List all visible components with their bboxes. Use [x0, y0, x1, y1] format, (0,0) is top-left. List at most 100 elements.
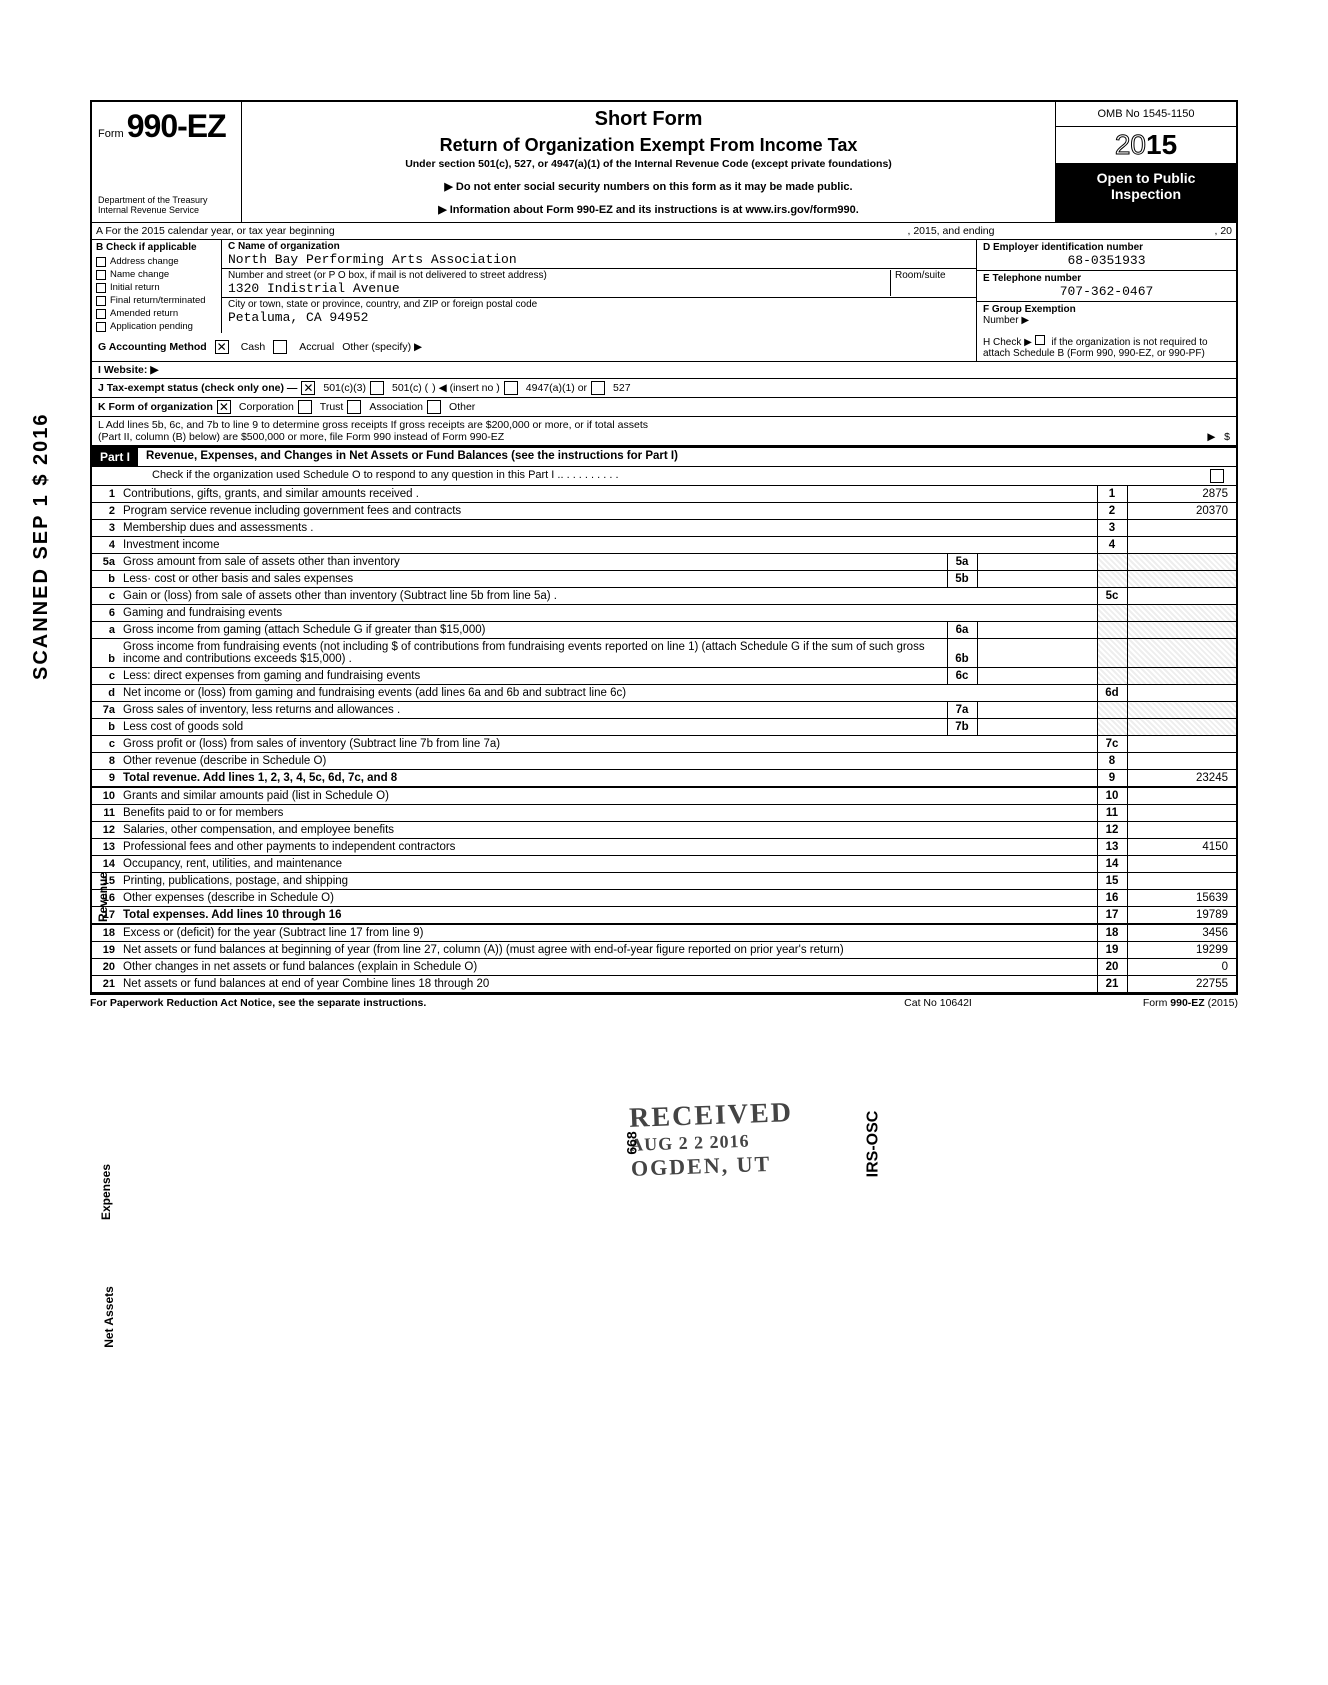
- header-right: OMB No 1545-1150 2015 Open to Public Ins…: [1056, 102, 1236, 222]
- right-line-value: [1127, 554, 1237, 571]
- checkbox-icon[interactable]: [96, 257, 106, 267]
- table-row: 6Gaming and fundraising events: [91, 605, 1237, 622]
- right-line-number: 1: [1097, 486, 1127, 503]
- line-description: Excess or (deficit) for the year (Subtra…: [119, 924, 1097, 942]
- dots: . . . . . . . . . .: [560, 469, 1210, 483]
- table-row: 15Printing, publications, postage, and s…: [91, 873, 1237, 890]
- line-description: Gross amount from sale of assets other t…: [119, 554, 947, 571]
- table-row: 16Other expenses (describe in Schedule O…: [91, 890, 1237, 907]
- checkbox-icon[interactable]: [96, 322, 106, 332]
- line-description: Membership dues and assessments .: [119, 520, 1097, 537]
- line-number: 12: [91, 822, 119, 839]
- table-row: 20Other changes in net assets or fund ba…: [91, 959, 1237, 976]
- chk-label: Address change: [110, 256, 179, 267]
- mid-line-value: [977, 639, 1097, 668]
- mid-line-value: [977, 571, 1097, 588]
- year-outline: 20: [1115, 129, 1146, 160]
- line-number: 4: [91, 537, 119, 554]
- header-left: Form 990-EZ Department of the Treasury I…: [92, 102, 242, 222]
- right-line-value: 22755: [1127, 976, 1237, 994]
- checkbox-schedule-b[interactable]: [1035, 335, 1045, 345]
- mid-line-number: 6a: [947, 622, 977, 639]
- right-line-value: 3456: [1127, 924, 1237, 942]
- line-number: d: [91, 685, 119, 702]
- line-number: 13: [91, 839, 119, 856]
- ssn-note: ▶ Do not enter social security numbers o…: [252, 180, 1045, 193]
- line-h-text: H Check ▶: [983, 337, 1032, 348]
- table-row: 7aGross sales of inventory, less returns…: [91, 702, 1237, 719]
- line-description: Other changes in net assets or fund bala…: [119, 959, 1097, 976]
- right-line-value: [1127, 622, 1237, 639]
- mid-line-value: [977, 719, 1097, 736]
- table-row: 13Professional fees and other payments t…: [91, 839, 1237, 856]
- line-number: b: [91, 639, 119, 668]
- line-description: Gain or (loss) from sale of assets other…: [119, 588, 1097, 605]
- checkbox-schedule-o[interactable]: [1210, 469, 1224, 483]
- checkbox-icon[interactable]: [96, 296, 106, 306]
- part1-label: Part I: [92, 448, 138, 466]
- right-line-number: [1097, 668, 1127, 685]
- part1-sub: Check if the organization used Schedule …: [152, 469, 560, 483]
- checkbox-icon[interactable]: [96, 309, 106, 319]
- checkbox-501c[interactable]: [370, 381, 384, 395]
- 501c-label: 501(c) (: [392, 382, 428, 394]
- org-name-cell: C Name of organization North Bay Perform…: [222, 240, 976, 269]
- line-a-mid: , 2015, and ending: [907, 225, 994, 237]
- right-line-number: 9: [1097, 770, 1127, 788]
- group-ex-label2: Number ▶: [983, 315, 1029, 326]
- right-line-number: [1097, 571, 1127, 588]
- checkbox-other-org[interactable]: [427, 400, 441, 414]
- right-line-number: 8: [1097, 753, 1127, 770]
- line-number: b: [91, 571, 119, 588]
- other-org-label: Other: [449, 401, 475, 413]
- table-row: 10Grants and similar amounts paid (list …: [91, 787, 1237, 805]
- checkbox-trust[interactable]: [298, 400, 312, 414]
- line-number: a: [91, 622, 119, 639]
- table-row: 4Investment income4: [91, 537, 1237, 554]
- table-row: 2Program service revenue including gover…: [91, 503, 1237, 520]
- right-line-value: [1127, 605, 1237, 622]
- line-number: 21: [91, 976, 119, 994]
- page-footer: For Paperwork Reduction Act Notice, see …: [90, 994, 1238, 1009]
- checkbox-icon[interactable]: [96, 283, 106, 293]
- line-number: 8: [91, 753, 119, 770]
- line-number: 11: [91, 805, 119, 822]
- line-number: b: [91, 719, 119, 736]
- checkbox-4947a1[interactable]: [504, 381, 518, 395]
- tax-year: 2015: [1056, 127, 1236, 164]
- right-line-value: [1127, 685, 1237, 702]
- checkbox-cash[interactable]: ✕: [215, 340, 229, 354]
- right-line-value: [1127, 856, 1237, 873]
- checkbox-assoc[interactable]: [347, 400, 361, 414]
- line-g: G Accounting Method ✕Cash Accrual Other …: [92, 333, 976, 361]
- line-description: Total expenses. Add lines 10 through 16: [119, 907, 1097, 925]
- return-title: Return of Organization Exempt From Incom…: [252, 135, 1045, 156]
- right-line-value: [1127, 753, 1237, 770]
- right-line-number: 6d: [1097, 685, 1127, 702]
- line-number: 6: [91, 605, 119, 622]
- ein-cell: D Employer identification number 68-0351…: [977, 240, 1236, 271]
- right-line-value: [1127, 719, 1237, 736]
- line-j-label: J Tax-exempt status (check only one) —: [98, 382, 297, 394]
- chk-label: Amended return: [110, 308, 178, 319]
- right-line-number: [1097, 605, 1127, 622]
- checkbox-icon[interactable]: [96, 270, 106, 280]
- right-line-value: [1127, 537, 1237, 554]
- right-line-number: 15: [1097, 873, 1127, 890]
- line-description: Benefits paid to or for members: [119, 805, 1097, 822]
- checkbox-527[interactable]: [591, 381, 605, 395]
- chk-address-change: Address change: [92, 255, 221, 268]
- line-description: Gross income from fundraising events (no…: [119, 639, 947, 668]
- table-row: 5aGross amount from sale of assets other…: [91, 554, 1237, 571]
- checkbox-corp[interactable]: ✕: [217, 400, 231, 414]
- line-number: 3: [91, 520, 119, 537]
- table-row: 12Salaries, other compensation, and empl…: [91, 822, 1237, 839]
- checkbox-accrual[interactable]: [273, 340, 287, 354]
- line-description: Gross profit or (loss) from sales of inv…: [119, 736, 1097, 753]
- section-c: C Name of organization North Bay Perform…: [222, 240, 976, 333]
- line-l-text2: (Part II, column (B) below) are $500,000…: [98, 431, 504, 443]
- line-number: c: [91, 736, 119, 753]
- form-number: Form 990-EZ: [98, 108, 235, 145]
- ein-value: 68-0351933: [983, 253, 1230, 268]
- checkbox-501c3[interactable]: ✕: [301, 381, 315, 395]
